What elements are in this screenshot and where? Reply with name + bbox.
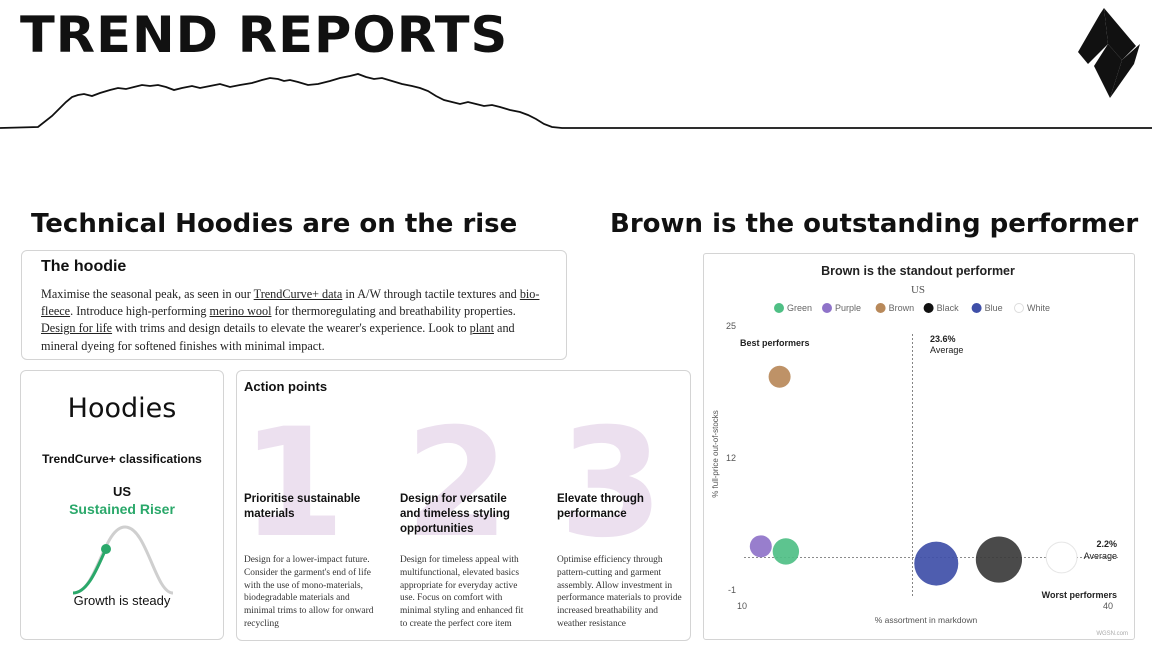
trend-card: Hoodies TrendCurve+ classifications US S… [20,370,224,640]
legend-swatch-brown [875,303,886,313]
legend-label-black: Black [937,303,960,313]
trend-curve-icon [72,525,174,595]
chart-title: Brown is the standout performer [821,264,1015,278]
legend-label-green: Green [787,303,812,313]
trend-classification-label: TrendCurve+ classifications [42,452,202,466]
trend-region: US [112,484,132,499]
action-heading: Elevate through performance [557,493,644,520]
trend-footer: Growth is steady [73,593,171,608]
chart-legend: Green Purple Brown Black Blue White [774,303,1050,313]
y-tick-label: -1 [728,585,736,595]
action-points-title: Action points [244,379,328,394]
legend-swatch-blue [971,303,982,313]
avg-x-label: 23.6% [930,334,956,344]
chart-y-axis-label: % full-price out-of-stocks [711,410,720,498]
action-points-card: 1 2 3 Action points Prioritise sustainab… [236,370,691,641]
chart-subtitle: US [911,284,925,296]
design-for-life-link[interactable]: Design for life [41,321,113,336]
action-item: Elevate through performance Optimise eff… [557,492,687,629]
action-heading: Prioritise sustainable materials [244,493,361,520]
section-heading-brown: Brown is the outstanding performer [610,209,1139,239]
action-item: Prioritise sustainable materials Design … [244,492,374,629]
avg-x-sub: Average [930,345,963,355]
action-item: Design for versatile and timeless stylin… [400,492,530,629]
action-number-3: 3 [559,397,664,571]
chart-source: WGSN.com [1096,631,1128,637]
y-tick-label: 25 [726,321,736,331]
action-number-2: 2 [405,397,510,571]
avg-y-label: 2.2% [1096,539,1117,549]
chart-x-axis-label: % assortment in markdown [875,615,978,625]
data-point-blue [914,541,959,586]
action-body: Design for a lower-impact future. Consid… [244,555,374,629]
best-performers-label: Best performers [740,338,810,348]
legend-swatch-purple [822,303,832,313]
chart-card: Brown is the standout performer US Green… [703,253,1135,640]
section-heading-hoodies: Technical Hoodies are on the rise [31,209,518,239]
page-title: TREND REPORTS [20,6,509,64]
action-body: Optimise efficiency through pattern-cutt… [557,555,682,629]
legend-swatch-black [923,303,934,313]
hoodie-card: The hoodie Maximise the seasonal peak, a… [21,250,567,360]
legend-swatch-white [1014,303,1024,313]
data-point-purple [749,535,772,558]
mountain-skyline [0,73,1152,129]
action-number-1: 1 [241,397,346,571]
plant-link[interactable]: plant [469,321,494,336]
merino-wool-link[interactable]: merino wool [209,304,272,319]
trend-status: Sustained Riser [69,501,175,517]
x-tick-label: 40 [1103,601,1113,611]
trendcurve-link[interactable]: TrendCurve+ data [253,287,343,301]
action-heading: Design for versatile and timeless stylin… [400,493,510,535]
data-point-black [975,536,1023,583]
scatter-chart: Brown is the standout performer US Green… [711,264,1128,637]
avg-y-sub: Average [1084,551,1117,561]
data-point-white [1045,541,1078,574]
legend-label-brown: Brown [889,303,915,313]
brand-logo-icon [1078,8,1140,98]
bio-fleece-link[interactable]: bio-fleece [41,287,540,319]
action-body: Design for timeless appeal with multifun… [400,555,524,629]
legend-label-white: White [1027,303,1050,313]
hoodie-card-text: Maximise the seasonal peak, as seen in o… [41,287,540,353]
legend-label-blue: Blue [985,303,1003,313]
hoodie-card-title: The hoodie [41,258,127,275]
trend-card-title: Hoodies [67,393,177,424]
legend-swatch-green [774,303,784,313]
x-tick-label: 10 [737,601,747,611]
y-tick-label: 12 [726,453,736,463]
data-point-brown [768,365,791,388]
legend-label-purple: Purple [835,303,861,313]
worst-performers-label: Worst performers [1042,590,1117,600]
data-point-green [772,538,800,565]
